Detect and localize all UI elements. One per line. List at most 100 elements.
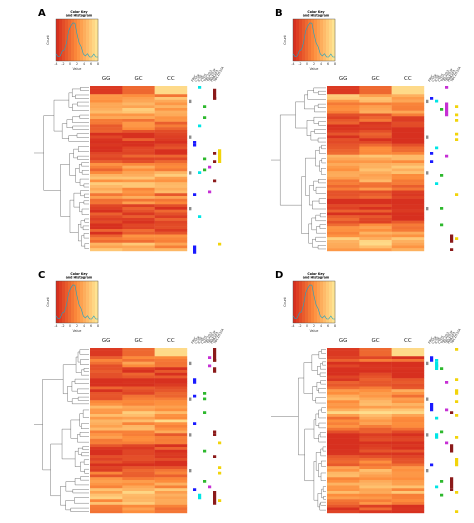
heatmap-cell (90, 185, 123, 188)
heatmap-cell (359, 425, 392, 428)
heatmap-cell (359, 507, 392, 511)
heatmap-cell (154, 361, 188, 365)
heatmap-cell (391, 370, 425, 373)
heatmap-cell (90, 146, 123, 150)
heatmap-cell (122, 160, 155, 164)
annotation-mark (208, 190, 212, 194)
heatmap-cell (359, 471, 392, 475)
heatmap-cell (391, 88, 425, 92)
annotation-mark (440, 480, 444, 483)
annotation-mark (213, 160, 217, 163)
heatmap-cell (359, 127, 392, 131)
heatmap-cell (327, 204, 360, 208)
heatmap-cell (391, 381, 425, 384)
heatmap-cell (90, 113, 123, 117)
heatmap-cell (391, 157, 425, 161)
heatmap-cell (122, 411, 155, 415)
annotation-mark (445, 408, 449, 412)
heatmap-cell (154, 127, 188, 131)
heatmap-cell (122, 397, 155, 401)
heatmap-cell (122, 455, 155, 459)
heatmap-cell (154, 460, 188, 464)
heatmap-cell (359, 455, 392, 459)
heatmap-cell (122, 113, 155, 117)
heatmap-cell (327, 116, 360, 120)
heatmap-cell (327, 176, 360, 180)
heatmap-cell (122, 367, 155, 371)
heatmap-cell (154, 209, 188, 213)
heatmap-cell (122, 403, 155, 406)
heatmap-cell (90, 212, 123, 216)
heatmap-cell (154, 171, 188, 175)
heatmap-cell (359, 240, 392, 243)
annotation-mark (445, 381, 449, 384)
heatmap-cell (391, 414, 425, 417)
annotation-mark (455, 119, 459, 122)
heatmap-cell (122, 502, 155, 505)
annotation-bars (426, 86, 459, 251)
heatmap-cell (359, 231, 392, 235)
heatmap-cell (90, 356, 123, 360)
heatmap-cell (327, 499, 360, 503)
color-key-tick: 6 (90, 324, 92, 328)
heatmap-cell (359, 152, 392, 155)
heatmap-cell (90, 394, 123, 398)
heatmap-cell (391, 392, 425, 395)
heatmap-cell (391, 499, 425, 503)
heatmap-cell (391, 488, 425, 492)
annotation-mark (440, 430, 444, 434)
heatmap-cell (154, 430, 188, 434)
heatmap-cell (391, 389, 425, 393)
heatmap-cell (327, 220, 360, 224)
annotation-mark (455, 105, 459, 108)
heatmap-cell (154, 405, 188, 409)
color-key-xlabel: Value (310, 67, 319, 71)
heatmap-cell (359, 163, 392, 166)
heatmap-cell (359, 174, 392, 177)
annotation-mark (435, 182, 439, 185)
heatmap-cell (327, 469, 360, 472)
heatmap-cell (154, 383, 188, 387)
annotation-mark (198, 496, 202, 500)
heatmap-cell (391, 201, 425, 205)
heatmap-cell (327, 427, 360, 431)
heatmap-cell (359, 102, 392, 106)
heatmap-cell (90, 364, 123, 368)
annotation-mark (435, 99, 439, 103)
heatmap-cell (122, 463, 155, 467)
heatmap-cell (122, 176, 155, 180)
annotation-label: FRIC (190, 336, 197, 345)
annotation-mark (189, 361, 192, 366)
annotation-label: TBC1D3 (203, 69, 213, 83)
heatmap-cell (90, 469, 123, 472)
heatmap-cell (359, 356, 392, 360)
annotation-label: FRIC (427, 336, 434, 345)
heatmap-cell (391, 179, 425, 183)
heatmap-cell (122, 447, 155, 450)
annotation-mark (435, 359, 439, 362)
heatmap-cell (90, 143, 123, 147)
annotation-mark (440, 108, 444, 111)
annotation-mark (208, 485, 212, 489)
heatmap-cell (90, 193, 123, 197)
heatmap-cell (154, 466, 188, 470)
heatmap-cell (359, 359, 392, 362)
heatmap-cell (391, 176, 425, 180)
heatmap-cell (327, 422, 360, 426)
heatmap-cell (90, 154, 123, 158)
heatmap-cell (327, 163, 360, 166)
heatmap-cell (122, 234, 155, 238)
heatmap-cell (359, 378, 392, 382)
heatmap-cell (391, 400, 425, 404)
color-key-tick: 6 (90, 62, 92, 66)
annotation-label: PIRKAP1 (447, 331, 457, 344)
heatmap-cell (391, 196, 425, 199)
heatmap-cell (327, 86, 360, 89)
heatmap-cell (154, 463, 188, 467)
heatmap-cell (154, 471, 188, 475)
heatmap-cell (90, 174, 123, 177)
heatmap-cell (391, 182, 425, 186)
annotation-mark (193, 143, 197, 147)
annotation-mark (450, 411, 454, 414)
heatmap-cell (391, 116, 425, 120)
